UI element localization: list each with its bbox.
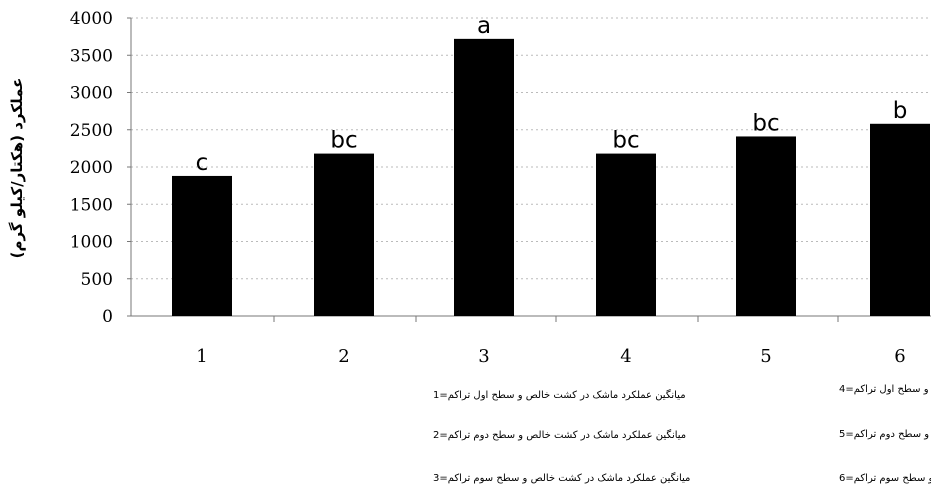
legend-item-1: میانگین عملکرد ماشک در کشت خالص و سطح او… bbox=[433, 389, 686, 401]
y-tick-label: 2500 bbox=[70, 121, 113, 141]
x-tick-label: 6 bbox=[894, 346, 905, 367]
y-tick-label: 1500 bbox=[70, 195, 113, 215]
x-tick-label: 4 bbox=[620, 346, 631, 367]
bar-letter-label: c bbox=[196, 150, 209, 176]
x-tick-labels: 1 2 3 4 5 6 bbox=[196, 316, 906, 367]
data-labels: c bc a bc bc b bbox=[196, 13, 908, 176]
legend: میانگین عملکرد ماشک در کشت خالص و سطح او… bbox=[433, 383, 931, 484]
legend-item-2: میانگین عملکرد ماشک در کشت خالص و سطح دو… bbox=[433, 429, 686, 441]
bar-letter-label: bc bbox=[612, 128, 639, 154]
bar bbox=[314, 153, 374, 316]
x-tick-label: 1 bbox=[196, 346, 207, 367]
x-tick-label: 3 bbox=[478, 346, 489, 367]
bar bbox=[172, 175, 232, 316]
legend-item-3: میانگین عملکرد ماشک در کشت خالص و سطح سو… bbox=[433, 472, 690, 484]
legend-item-6: میانگین عملکرد ماشک در کشت مخلوط و سطح س… bbox=[839, 472, 931, 484]
y-tick-labels: 0 500 1000 1500 2000 2500 3000 3500 4000 bbox=[70, 9, 131, 327]
y-tick-label: 4000 bbox=[70, 9, 113, 29]
y-tick-label: 3500 bbox=[70, 46, 113, 66]
y-tick-label: 3000 bbox=[70, 84, 113, 104]
bar-letter-label: bc bbox=[752, 110, 779, 136]
bar-letter-label: bc bbox=[330, 128, 357, 154]
bar bbox=[596, 153, 656, 316]
y-axis-label: عملکرد (هکتار/کیلو گرم) bbox=[8, 78, 26, 259]
bars bbox=[172, 38, 930, 317]
x-tick-label: 5 bbox=[760, 346, 771, 367]
y-tick-label: 500 bbox=[81, 270, 113, 290]
bar-letter-label: b bbox=[893, 98, 908, 124]
gridlines bbox=[131, 17, 931, 280]
x-tick-label: 2 bbox=[338, 346, 349, 367]
y-tick-label: 0 bbox=[102, 307, 113, 327]
bar bbox=[870, 123, 930, 316]
y-tick-label: 1000 bbox=[70, 233, 113, 253]
y-tick-label: 2000 bbox=[70, 158, 113, 178]
bar-letter-label: a bbox=[477, 13, 491, 39]
bar bbox=[736, 136, 796, 316]
legend-item-5: میانگین عملکرد ماشک در کشت مخلوط و سطح د… bbox=[839, 428, 931, 440]
bar bbox=[454, 38, 514, 317]
